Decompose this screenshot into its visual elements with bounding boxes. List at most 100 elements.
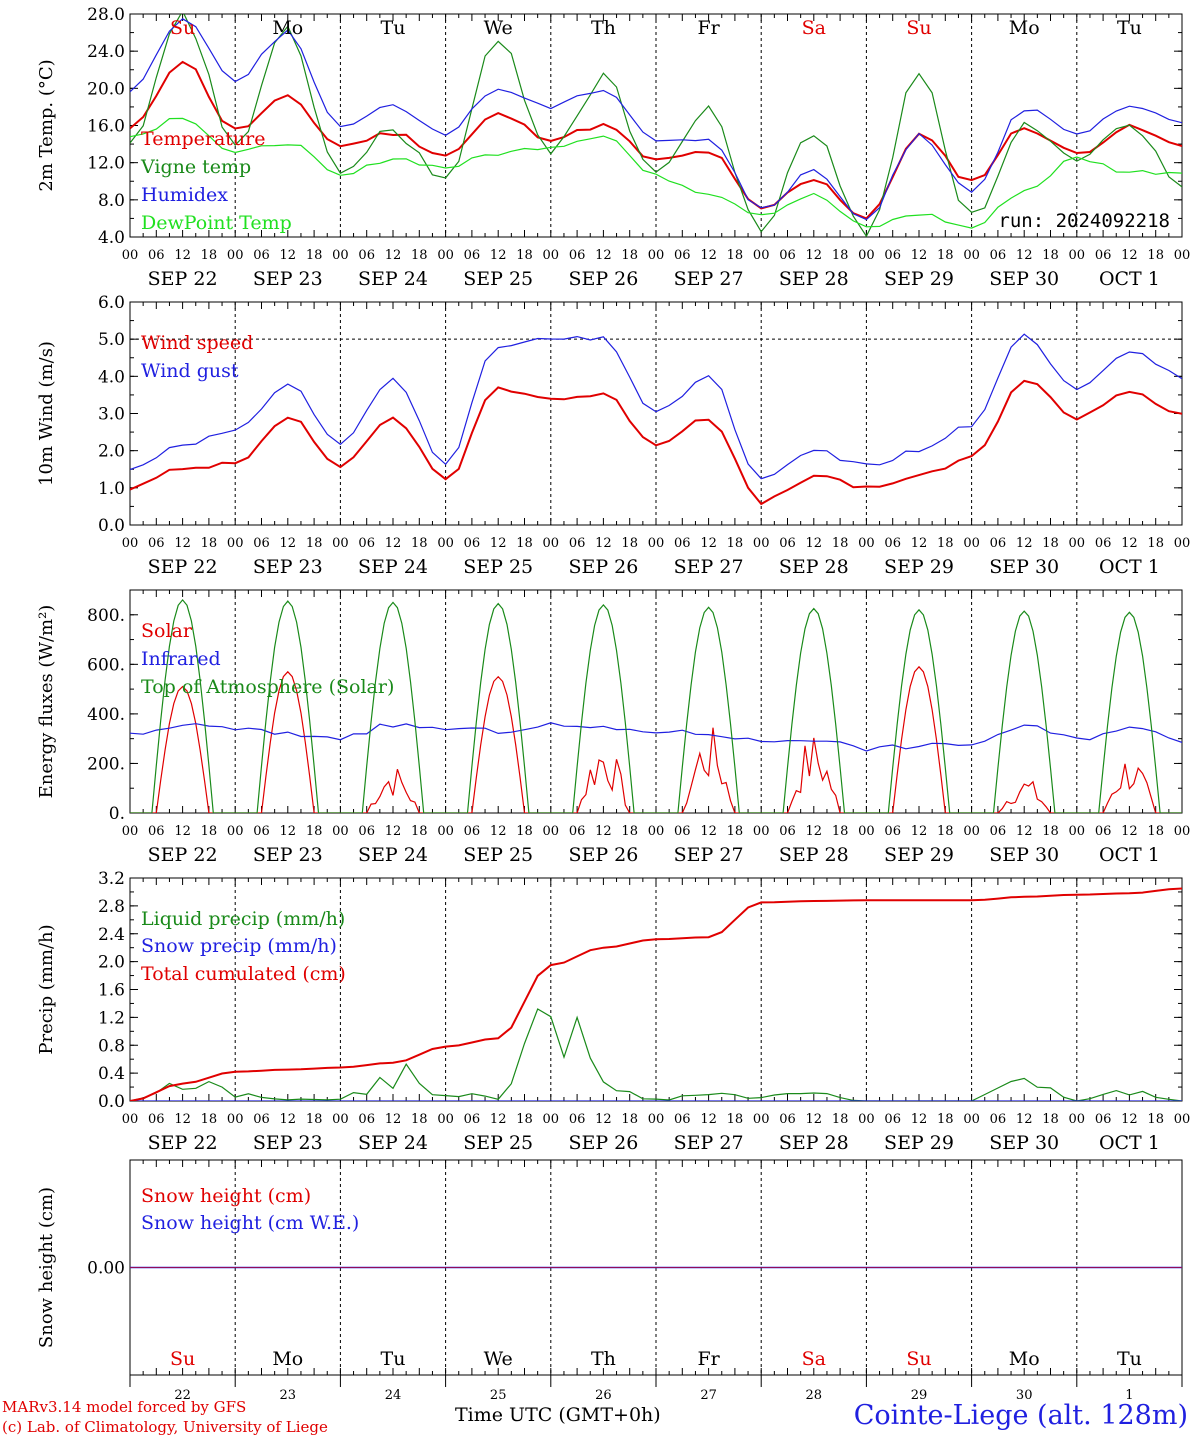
weekday-label: Mo (1009, 17, 1040, 39)
hour-label: 00 (1174, 248, 1191, 263)
y-axis-label: Precip (mm/h) (36, 924, 57, 1054)
weekday-label: Su (906, 17, 931, 39)
hour-label: 12 (174, 824, 191, 839)
weekday-label: Su (170, 17, 195, 39)
hour-label: 06 (990, 1112, 1007, 1127)
y-tick-label: 2.0 (98, 442, 125, 462)
hour-label: 12 (280, 248, 297, 263)
legend-entry: Vigne temp (140, 156, 251, 178)
hour-label: 00 (858, 824, 875, 839)
hour-label: 00 (332, 536, 349, 551)
hour-label: 12 (385, 248, 402, 263)
y-tick-label: 600. (87, 655, 125, 675)
y-axis-label: Energy fluxes (W/m²) (36, 605, 57, 799)
date-label: SEP 27 (674, 1132, 744, 1154)
hour-label: 12 (1016, 536, 1033, 551)
y-tick-label: 16.0 (87, 117, 125, 137)
hour-label: 06 (358, 248, 375, 263)
hour-label: 18 (727, 248, 744, 263)
legend-entry: Snow height (cm W.E.) (141, 1212, 359, 1234)
panel-1: 4.0 8.0 12.0 16.0 20.0 24.0 28.0 2m Temp. (°C) 0… (36, 5, 1190, 290)
y-tick-label: 2.8 (98, 897, 125, 917)
y-tick-label: 1.2 (98, 1008, 125, 1028)
hour-label: 18 (411, 824, 428, 839)
date-label: SEP 26 (568, 1132, 638, 1154)
hour-label: 00 (437, 248, 454, 263)
hour-label: 06 (990, 248, 1007, 263)
date-label: SEP 23 (253, 556, 323, 578)
hour-label: 00 (753, 1112, 770, 1127)
hour-label: 00 (963, 1112, 980, 1127)
y-tick-label: 800. (87, 606, 125, 626)
hour-label: 06 (253, 1112, 270, 1127)
hour-label: 06 (464, 248, 481, 263)
hour-label: 06 (569, 536, 586, 551)
hour-label: 06 (674, 1112, 691, 1127)
hour-label: 06 (253, 248, 270, 263)
hour-label: 12 (700, 824, 717, 839)
hour-label: 18 (832, 1112, 849, 1127)
y-tick-label: 2.0 (98, 953, 125, 973)
day-number-label: 30 (1016, 1388, 1033, 1403)
hour-label: 06 (884, 824, 901, 839)
y-tick-label: 200. (87, 754, 125, 774)
legend-entry: Liquid precip (mm/h) (141, 908, 345, 930)
hour-label: 06 (358, 824, 375, 839)
y-tick-label: 1.6 (98, 981, 125, 1001)
y-tick-label: 12.0 (87, 154, 125, 174)
hour-label: 06 (253, 824, 270, 839)
hour-label: 12 (806, 1112, 823, 1127)
hour-label: 00 (122, 248, 139, 263)
hour-label: 00 (648, 248, 665, 263)
y-tick-label: 0.8 (98, 1036, 125, 1056)
hour-label: 12 (911, 824, 928, 839)
hour-label: 00 (122, 536, 139, 551)
series-line-humidex (130, 18, 1182, 221)
hour-label: 12 (385, 536, 402, 551)
hour-label: 12 (1121, 1112, 1138, 1127)
weekday-label: Th (591, 1348, 616, 1370)
date-label: SEP 24 (358, 1132, 428, 1154)
date-label: SEP 22 (148, 268, 218, 290)
hour-label: 12 (806, 824, 823, 839)
hour-label: 18 (832, 536, 849, 551)
hour-label: 18 (306, 824, 323, 839)
hour-label: 00 (227, 536, 244, 551)
y-axis-label: Snow height (cm) (36, 1187, 57, 1348)
weekday-label: Tu (1117, 1348, 1142, 1370)
hour-label: 18 (411, 1112, 428, 1127)
station-location: Cointe-Liege (alt. 128m) (853, 1400, 1188, 1431)
series-line-vigne-temp (130, 14, 1182, 237)
hour-label: 18 (411, 536, 428, 551)
y-tick-label: 28.0 (87, 5, 125, 25)
hour-label: 00 (437, 1112, 454, 1127)
hour-label: 12 (385, 824, 402, 839)
date-label: SEP 29 (884, 844, 954, 866)
hour-label: 12 (490, 536, 507, 551)
hour-label: 18 (937, 1112, 954, 1127)
hour-label: 12 (595, 248, 612, 263)
date-label: SEP 22 (148, 1132, 218, 1154)
weekday-label: We (484, 1348, 513, 1370)
hour-label: 12 (174, 536, 191, 551)
legend-entry: Temperature (141, 128, 265, 150)
date-label: OCT 1 (1099, 844, 1160, 866)
date-label: SEP 28 (779, 556, 849, 578)
panel-2: 0.0 1.0 2.0 3.0 4.0 5.0 6.0 10m Wind (m/s) 00 06 1… (36, 293, 1190, 578)
date-label: SEP 28 (779, 1132, 849, 1154)
hour-label: 06 (358, 1112, 375, 1127)
hour-label: 06 (779, 824, 796, 839)
hour-label: 06 (674, 536, 691, 551)
hour-label: 00 (858, 536, 875, 551)
hour-label: 12 (911, 1112, 928, 1127)
date-label: SEP 24 (358, 844, 428, 866)
hour-label: 00 (332, 1112, 349, 1127)
legend-entry: Wind speed (141, 332, 253, 354)
hour-label: 00 (648, 536, 665, 551)
y-tick-label: 0.0 (98, 516, 125, 536)
legend-entry: Top of Atmosphere (Solar) (141, 676, 394, 698)
hour-label: 06 (884, 1112, 901, 1127)
hour-label: 18 (832, 248, 849, 263)
hour-label: 06 (990, 536, 1007, 551)
hour-label: 18 (727, 536, 744, 551)
